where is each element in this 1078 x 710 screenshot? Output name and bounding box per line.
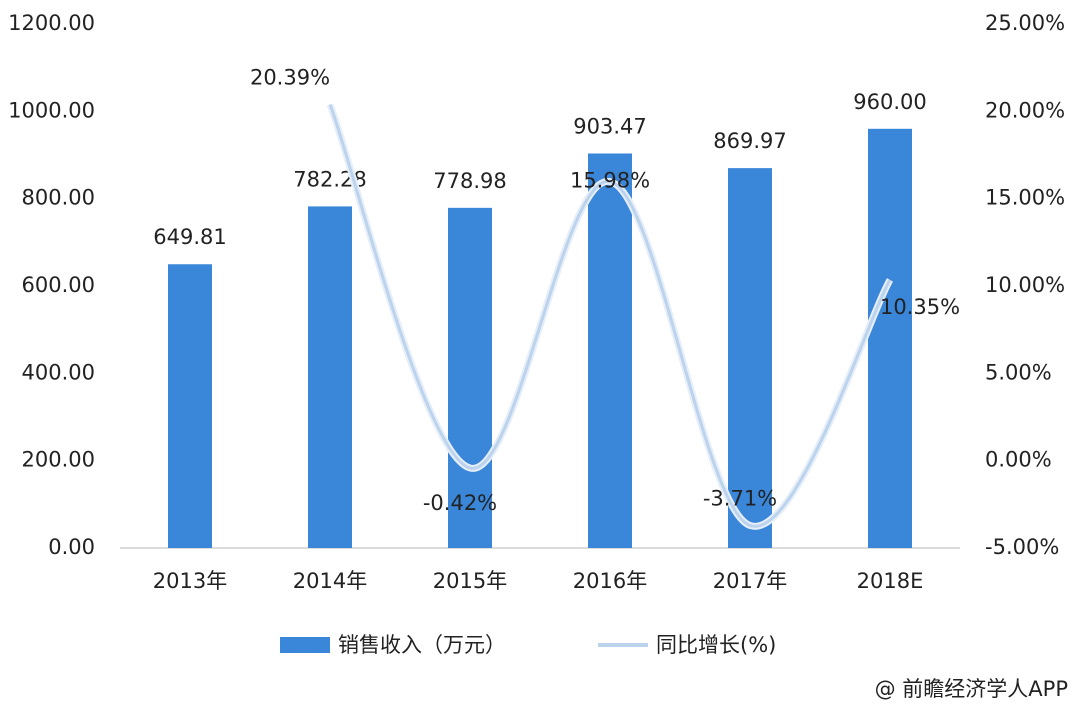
y-tick-label: 200.00 xyxy=(22,448,95,472)
x-tick-label: 2016年 xyxy=(573,569,647,593)
bar xyxy=(868,128,912,549)
y-tick-label: 600.00 xyxy=(22,273,95,297)
y2-tick-label: 5.00% xyxy=(985,360,1052,384)
y-tick-label: 1200.00 xyxy=(8,11,95,35)
bar-value-label: 960.00 xyxy=(853,90,926,114)
bar xyxy=(588,153,632,548)
y2-tick-label: 20.00% xyxy=(985,98,1065,122)
y2-tick-label: 15.00% xyxy=(985,186,1065,210)
line-value-label: -3.71% xyxy=(703,486,777,510)
y2-tick-label: 25.00% xyxy=(985,11,1065,35)
x-tick-label: 2017年 xyxy=(713,569,787,593)
bar xyxy=(168,264,212,548)
x-tick-label: 2014年 xyxy=(293,569,367,593)
source-note: @ 前瞻经济学人APP xyxy=(875,677,1068,701)
bar-value-label: 649.81 xyxy=(153,225,226,249)
legend-label: 销售收入（万元） xyxy=(338,633,506,657)
line-value-label: 20.39% xyxy=(250,66,330,90)
x-tick-label: 2013年 xyxy=(153,569,227,593)
bar-value-label: 869.97 xyxy=(713,129,786,153)
bar-value-label: 903.47 xyxy=(573,114,646,138)
line xyxy=(328,103,892,528)
bar xyxy=(728,168,772,548)
x-tick-label: 2015年 xyxy=(433,569,507,593)
y-tick-label: 400.00 xyxy=(22,360,95,384)
y2-tick-label: 0.00% xyxy=(985,448,1052,472)
legend-label: 同比增长(%) xyxy=(656,633,776,657)
y2-tick-label: 10.00% xyxy=(985,273,1065,297)
line-value-label: 15.98% xyxy=(570,169,650,193)
y2-tick-label: -5.00% xyxy=(985,535,1059,559)
bar xyxy=(308,206,352,548)
y-tick-label: 800.00 xyxy=(22,186,95,210)
bar xyxy=(448,207,492,548)
x-tick-label: 2018E xyxy=(857,569,924,593)
legend-swatch xyxy=(280,637,330,653)
y-tick-label: 1000.00 xyxy=(8,98,95,122)
line-value-label: -0.42% xyxy=(423,491,497,515)
bar-value-label: 778.98 xyxy=(433,169,506,193)
line-value-label: 10.35% xyxy=(880,295,960,319)
y-tick-label: 0.00 xyxy=(48,535,95,559)
